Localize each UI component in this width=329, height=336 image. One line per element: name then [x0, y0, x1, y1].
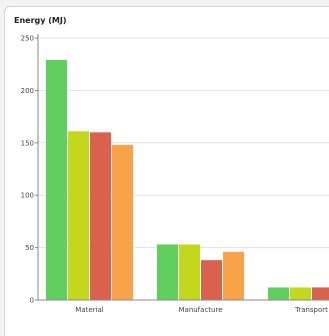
bar-manufacture-1 — [157, 244, 178, 300]
bar-manufacture-2 — [179, 244, 200, 300]
y-tick-label: 200 — [21, 87, 34, 95]
bar-material-2 — [68, 131, 89, 300]
bar-material-1 — [46, 60, 67, 301]
y-tick-label: 0 — [30, 297, 34, 305]
y-tick-label: 250 — [21, 35, 34, 43]
bar-material-3 — [90, 132, 111, 300]
bar-transport-1 — [268, 287, 289, 300]
x-tick-label: Transport — [294, 306, 328, 314]
y-tick-label: 50 — [25, 244, 34, 252]
bar-manufacture-3 — [201, 260, 222, 300]
bar-transport-2 — [290, 287, 311, 300]
y-tick-label: 150 — [21, 139, 34, 147]
x-tick-label: Manufacture — [178, 306, 222, 314]
bar-transport-3 — [312, 287, 329, 300]
bar-manufacture-4 — [223, 251, 244, 300]
chart-title: Energy (MJ) — [14, 16, 67, 25]
x-tick-label: Material — [75, 306, 103, 314]
y-tick-label: 100 — [21, 192, 34, 200]
bar-material-4 — [112, 144, 133, 300]
